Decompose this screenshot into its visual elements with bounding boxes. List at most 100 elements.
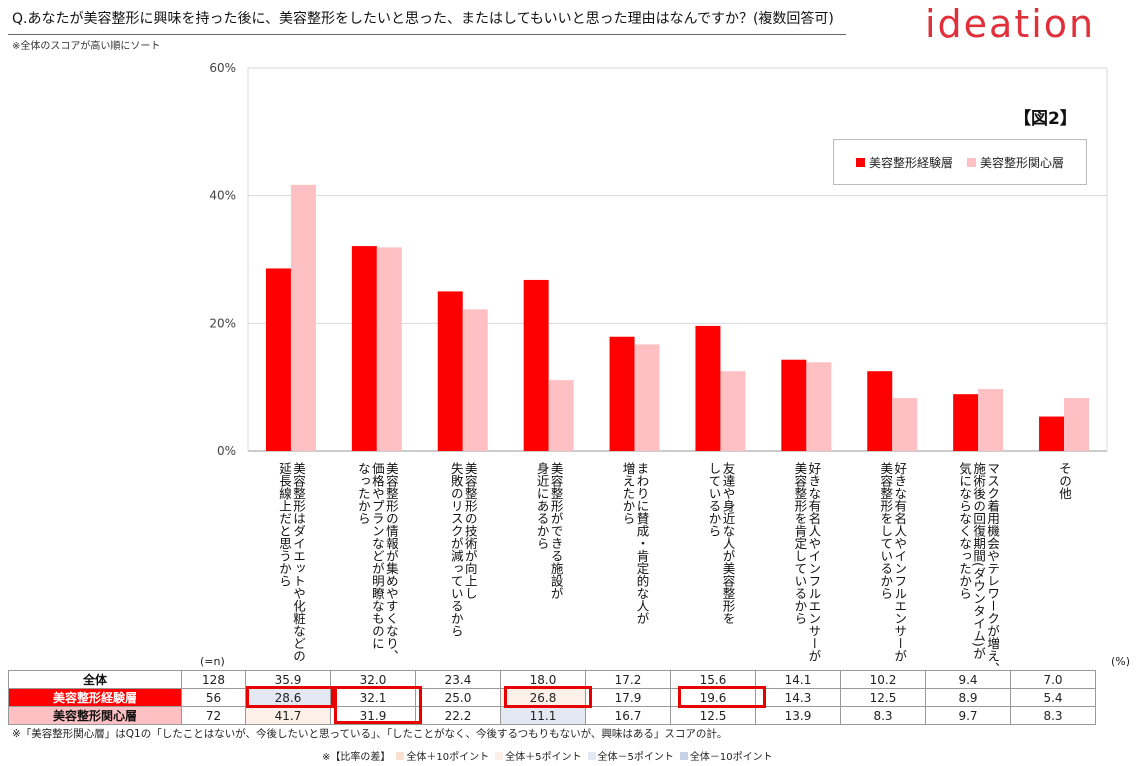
diff-legend-swatch [495, 752, 504, 760]
table-cell: 8.3 [840, 706, 926, 725]
legend-label-interested: 美容整形関心層 [980, 155, 1065, 170]
table-cell: 16.7 [585, 706, 671, 725]
table-cell: 12.5 [670, 706, 756, 725]
bar-experienced [523, 279, 549, 451]
bar-experienced [351, 246, 377, 451]
category-label: 美容整形の情報が集めやすくなり、 価格やプランなどが明瞭なものに なったから [355, 462, 399, 662]
table-cell: 23.4 [415, 670, 501, 689]
bar-interested [548, 380, 574, 451]
bar-interested [1064, 398, 1090, 451]
table-cell: 17.9 [585, 688, 671, 707]
y-tick-label: 40% [209, 189, 236, 203]
bar-experienced [781, 359, 807, 451]
table-cell: 14.3 [755, 688, 841, 707]
sample-size: 128 [181, 670, 246, 689]
table-cell: 5.4 [1010, 688, 1096, 707]
bar-interested [634, 344, 660, 451]
ideation-logo: ideation [925, 2, 1096, 46]
n-label: (=n) [200, 655, 225, 668]
table-cell: 19.6 [670, 688, 756, 707]
table-cell: 11.1 [500, 706, 586, 725]
data-table: 全体 128 35.9 32.0 23.4 18.0 17.2 15.6 14.1 10.2 9.4… [8, 670, 1096, 725]
diff-legend-item: 全体＋10ポイント [396, 748, 489, 763]
sort-note: ※全体のスコアが高い順にソート [12, 41, 161, 52]
table-cell: 15.6 [670, 670, 756, 689]
table-cell: 7.0 [1010, 670, 1096, 689]
row-name: 美容整形経験層 [8, 688, 182, 707]
table-cell: 41.7 [245, 706, 331, 725]
row-name: 全体 [8, 670, 182, 689]
sample-size: 56 [181, 688, 246, 707]
table-cell: 25.0 [415, 688, 501, 707]
table-cell: 9.4 [925, 670, 1011, 689]
category-label: まわりに賛成・肯定的な人が 増えたから [620, 462, 650, 625]
bar-interested [720, 371, 746, 451]
bar-interested [462, 309, 488, 451]
bar-interested [806, 362, 832, 451]
table-row: 美容整形経験層 56 28.6 32.1 25.0 26.8 17.9 19.6 14.3 12.… [8, 688, 1096, 707]
highlight-box [334, 686, 422, 724]
category-label: 美容整形ができる施設が 身近にあるから [534, 462, 564, 600]
diff-legend-swatch [396, 752, 405, 760]
highlight-box [504, 686, 592, 708]
bar-experienced [867, 371, 893, 451]
table-cell: 9.7 [925, 706, 1011, 725]
bar-interested [376, 247, 402, 451]
bar-interested [290, 184, 316, 451]
sample-size: 72 [181, 706, 246, 725]
diff-legend-title: ※【比率の差】 [322, 752, 391, 763]
bar-interested [978, 389, 1004, 451]
table-cell: 14.1 [755, 670, 841, 689]
figure-label: 【図2】 [1014, 109, 1077, 129]
category-label: 好きな有名人やインフルエンサーが 美容整形をしているから [878, 462, 908, 662]
category-label: マスク着用機会やテレワークが増え、 施術後の回復期間(ダウンタイム)が 気になら… [957, 462, 1001, 675]
category-label: 友達や身近な人が美容整形を しているから [706, 462, 736, 625]
highlight-box [678, 686, 766, 708]
bar-experienced [265, 268, 291, 451]
legend-label-experienced: 美容整形経験層 [868, 155, 953, 170]
diff-legend-label: 全体－5ポイント [597, 752, 674, 763]
percent-unit: (%) [1111, 655, 1131, 668]
category-label: 美容整形の技術が向上し 失敗のリスクが減っているから [448, 462, 478, 637]
y-tick-label: 20% [209, 316, 236, 330]
diff-legend-label: 全体＋10ポイント [406, 752, 490, 763]
bar-interested [892, 398, 918, 451]
legend-item-interested: 美容整形関心層 [967, 154, 1064, 171]
table-row: 全体 128 35.9 32.0 23.4 18.0 17.2 15.6 14.1 10.2 9.4… [8, 670, 1096, 689]
y-tick-label: 60% [209, 61, 236, 75]
chart-legend: 美容整形経験層 美容整形関心層 [833, 139, 1087, 185]
table-cell: 17.2 [585, 670, 671, 689]
footnote: ※「美容整形関心層」はQ1の「したことはないが、今後したいと思っている」、「した… [12, 728, 728, 740]
y-tick-label: 0% [217, 444, 236, 458]
diff-legend-swatch [587, 752, 596, 760]
legend-swatch-interested [967, 157, 976, 167]
category-label: 美容整形はダイエットや化粧などの 延長線上だと思うから [276, 462, 306, 662]
table-row: 美容整形関心層 72 41.7 31.9 22.2 11.1 16.7 12.5 13.9 8.3… [8, 706, 1096, 725]
legend-swatch-experienced [855, 157, 865, 167]
bar-experienced [695, 325, 721, 451]
highlight-box [246, 686, 334, 708]
table-cell: 13.9 [755, 706, 841, 725]
table-cell: 8.9 [925, 688, 1011, 707]
bar-experienced [953, 394, 979, 451]
bar-experienced [609, 336, 635, 451]
bar-experienced [437, 291, 463, 451]
diff-legend-item: 全体－10ポイント [679, 748, 773, 763]
bar-experienced [1039, 416, 1065, 451]
diff-legend-label: 全体－10ポイント [689, 752, 773, 763]
category-label: その他 [1057, 462, 1073, 500]
bar-chart: 0% 20% 40% 60% [209, 61, 1108, 458]
table-cell: 26.8 [500, 688, 586, 707]
diff-legend-item: 全体－5ポイント [587, 748, 674, 763]
diff-legend: ※【比率の差】 全体＋10ポイント 全体＋5ポイント 全体－5ポイント 全体－10ポイ… [322, 748, 773, 763]
title-divider [8, 34, 846, 35]
legend-item-experienced: 美容整形経験層 [855, 154, 953, 171]
diff-legend-item: 全体＋5ポイント [495, 748, 582, 763]
table-cell: 12.5 [840, 688, 926, 707]
table-cell: 22.2 [415, 706, 501, 725]
table-cell: 32.0 [330, 670, 416, 689]
diff-legend-swatch [679, 752, 688, 760]
question-title: Q.あなたが美容整形に興味を持った後に、美容整形をしたいと思った、またはしてもい… [12, 11, 834, 27]
table-cell: 10.2 [840, 670, 926, 689]
row-name: 美容整形関心層 [8, 706, 182, 725]
